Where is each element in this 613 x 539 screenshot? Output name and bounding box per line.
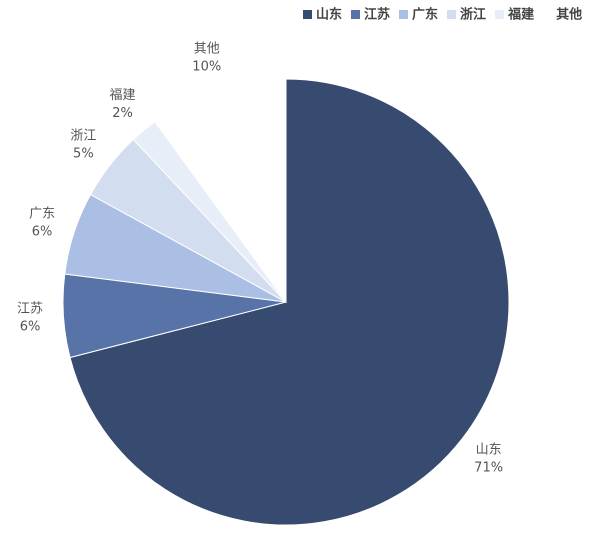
legend-label: 其他 bbox=[556, 7, 582, 23]
slice-label: 广东 bbox=[29, 206, 55, 221]
legend-marker bbox=[495, 10, 505, 19]
slice-value-label: 5% bbox=[73, 146, 94, 161]
legend-label: 浙江 bbox=[460, 7, 486, 23]
slice-label: 浙江 bbox=[70, 128, 96, 143]
legend-label: 广东 bbox=[412, 7, 438, 23]
legend-marker bbox=[303, 10, 312, 19]
pie-slice bbox=[69, 78, 510, 526]
slice-value-label: 10% bbox=[192, 60, 221, 75]
pie-slice bbox=[154, 78, 287, 304]
slice-label: 山东 bbox=[476, 443, 502, 458]
legend-marker bbox=[351, 10, 361, 19]
slice-label: 其他 bbox=[194, 42, 220, 57]
legend-label: 山东 bbox=[316, 7, 342, 23]
slice-value-label: 2% bbox=[112, 106, 133, 121]
legend-label: 江苏 bbox=[364, 7, 390, 23]
slice-value-label: 6% bbox=[20, 320, 41, 335]
slice-value-label: 71% bbox=[474, 461, 503, 476]
legend-marker bbox=[543, 10, 553, 19]
legend-marker bbox=[399, 10, 409, 19]
slice-value-label: 6% bbox=[32, 224, 53, 239]
legend-marker bbox=[447, 10, 457, 19]
slice-label: 江苏 bbox=[17, 301, 43, 317]
legend-label: 福建 bbox=[507, 7, 534, 23]
slice-label: 福建 bbox=[110, 88, 136, 103]
